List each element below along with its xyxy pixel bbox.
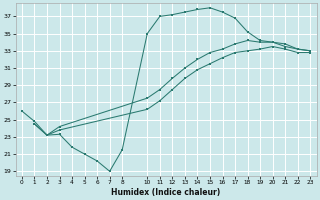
X-axis label: Humidex (Indice chaleur): Humidex (Indice chaleur) — [111, 188, 221, 197]
